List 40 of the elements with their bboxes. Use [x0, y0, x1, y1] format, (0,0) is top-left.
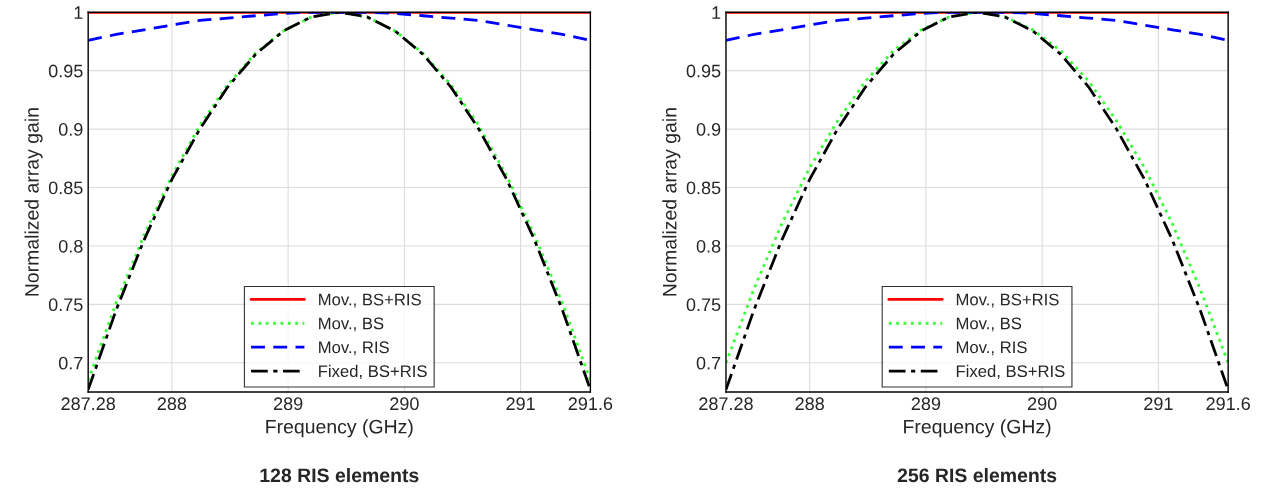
y-tick-label: 0.8: [696, 239, 721, 253]
y-tick-label: 0.75: [686, 298, 721, 312]
y-tick-label: 1: [712, 6, 721, 19]
legend-label: Mov., BS+RIS: [956, 293, 1059, 308]
x-tick-label: 288: [795, 397, 824, 411]
legend-label: Mov., BS: [319, 317, 384, 332]
text: 128 RIS elements: [260, 467, 419, 483]
x-tick-label: 289: [911, 397, 941, 411]
y-tick-label: 0.9: [58, 123, 83, 136]
legend-label: Fixed, BS+RIS: [956, 364, 1065, 380]
y-tick-label: 0.8: [58, 239, 83, 253]
y-tick-label: 0.95: [48, 64, 83, 78]
x-tick-label: 290: [1028, 397, 1057, 411]
legend-label: Mov., RIS: [956, 341, 1027, 356]
y-tick-label: 0.85: [686, 181, 721, 195]
x-tick-label: 291.6: [1206, 397, 1250, 411]
y-axis-title: Normalized array gain: [662, 108, 681, 296]
x-tick-label: 291: [1144, 397, 1173, 411]
x-tick-label: 288: [157, 397, 187, 411]
y-tick-label: 0.9: [696, 123, 721, 136]
y-tick-label: 0.75: [48, 298, 83, 312]
x-axis-title: Frequency (GHz): [904, 419, 1051, 438]
y-tick-label: 0.7: [696, 356, 721, 370]
legend-label: Mov., RIS: [319, 341, 389, 356]
x-tick-label: 289: [273, 397, 303, 411]
x-tick-label: 290: [390, 397, 419, 411]
x-tick-label: 287.28: [61, 397, 116, 411]
y-tick-label: 0.7: [58, 356, 83, 370]
y-tick-label: 0.85: [48, 181, 83, 195]
text: 256 RIS elements: [897, 467, 1057, 483]
y-tick-label: 0.95: [686, 64, 721, 78]
y-tick-label: 1: [74, 6, 83, 19]
legend-label: Fixed, BS+RIS: [319, 364, 427, 380]
x-tick-label: 291.6: [568, 397, 613, 411]
legend-label: Mov., BS: [956, 317, 1022, 332]
x-axis-title: Frequency (GHz): [266, 419, 413, 438]
legend-label: Mov., BS+RIS: [319, 293, 421, 308]
x-tick-label: 287.28: [699, 397, 753, 411]
x-tick-label: 291: [506, 397, 535, 411]
y-axis-title: Normalized array gain: [24, 108, 43, 296]
